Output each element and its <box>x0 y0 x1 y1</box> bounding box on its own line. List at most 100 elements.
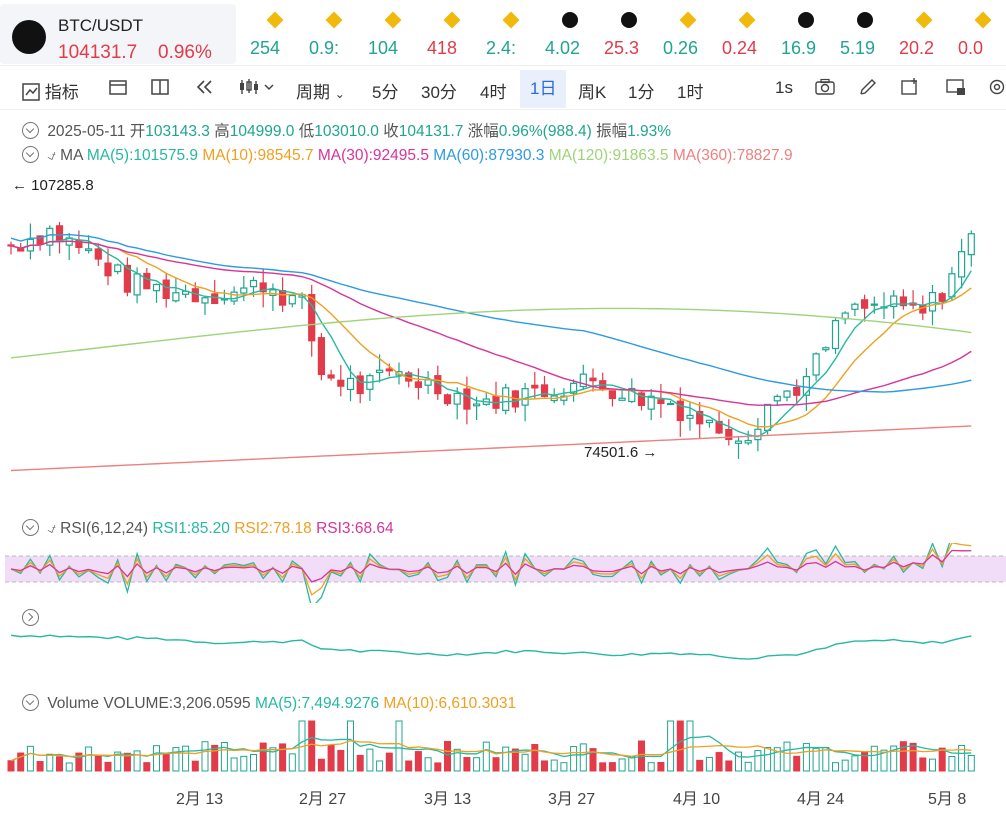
speed-label[interactable]: 1s <box>775 78 793 97</box>
ticker-item[interactable]: 104 <box>368 10 424 60</box>
interval-tab[interactable]: 周K <box>578 83 607 102</box>
interval-tab[interactable]: 5分 <box>372 83 399 102</box>
volume-bar <box>919 757 927 772</box>
volume-bar <box>735 751 742 772</box>
volume-bar <box>938 747 946 772</box>
volume-bar <box>191 760 199 772</box>
ticker-item[interactable]: 25.3 <box>604 10 660 60</box>
bell-icon[interactable]: ⍻ <box>47 147 56 164</box>
ticker-item[interactable]: 16.9 <box>781 10 837 60</box>
ticker-item[interactable]: 2.4: <box>486 10 542 60</box>
candle <box>201 295 209 315</box>
settings-icon[interactable] <box>988 78 1006 101</box>
ticker-item[interactable]: 5.19 <box>840 10 896 60</box>
rsi-chart[interactable] <box>0 543 1006 603</box>
interval-tab[interactable]: 1时 <box>677 83 704 102</box>
pair-symbol: BTC/USDT <box>58 16 143 35</box>
period-label: 周期 <box>296 83 330 102</box>
volume-bar <box>36 761 44 772</box>
indicator-line-chart[interactable] <box>0 625 1006 685</box>
candle <box>7 241 15 255</box>
volume-bar <box>434 762 442 772</box>
volume-bar <box>143 762 151 772</box>
candle <box>647 389 655 421</box>
volume-bar <box>201 741 209 772</box>
volume-bar <box>715 752 723 772</box>
candle <box>308 284 316 357</box>
interval-tab[interactable]: 4时 <box>480 83 507 102</box>
volume-bar <box>521 753 529 772</box>
interval-tab[interactable]: 30分 <box>421 83 457 102</box>
volume-legend: Volume VOLUME:3,206.0595 MA(5):7,494.927… <box>22 694 1006 713</box>
ma-values: MA(5):101575.9 MA(10):98545.7 MA(30):924… <box>87 147 793 164</box>
bell-icon[interactable]: ⍻ <box>47 520 56 537</box>
interval-tab[interactable]: 1日 <box>520 70 567 108</box>
split-view-icon[interactable] <box>150 78 170 101</box>
low-value: 103010.0 <box>314 123 379 140</box>
x-axis-label: 5月 8 <box>928 791 967 808</box>
volume-bar <box>851 755 859 772</box>
add-indicator-icon[interactable] <box>900 78 920 101</box>
high-marker: ← 107285.8 <box>12 177 94 194</box>
ma360-line <box>10 425 972 472</box>
candle <box>240 275 248 302</box>
chevron-down-icon[interactable] <box>22 519 39 536</box>
volume-bar <box>696 759 704 772</box>
ticker-value: 25.3 <box>604 38 640 58</box>
chevron-down-icon[interactable] <box>22 146 39 163</box>
candle <box>793 379 801 405</box>
chart-type-icon[interactable] <box>238 78 276 101</box>
chevron-down-icon[interactable] <box>22 122 39 139</box>
volume-bar <box>754 750 762 772</box>
bnb-icon <box>679 11 697 29</box>
volume-bar <box>385 752 393 772</box>
volume-chart[interactable] <box>0 713 1006 773</box>
period-dropdown[interactable]: 周期 ⌄ <box>296 78 345 103</box>
ticker-item[interactable]: 0.26 <box>663 10 719 60</box>
ticker-value: 20.2 <box>899 38 935 58</box>
volume-bar <box>560 762 568 772</box>
chart-line-icon <box>22 83 40 101</box>
close-label: 收 <box>383 123 399 140</box>
volume-bar <box>337 749 345 772</box>
candle <box>618 390 626 401</box>
ticker-item[interactable]: 0.9: <box>309 10 365 60</box>
ticker-value: 4.02 <box>545 38 581 58</box>
ohlc-date: 2025-05-11 <box>47 123 126 140</box>
replay-icon[interactable] <box>195 78 215 101</box>
indicators-button[interactable]: 指标 <box>22 78 79 103</box>
ma60-line <box>10 233 972 393</box>
collapsed-indicator <box>22 609 1006 628</box>
volume-ma5-line <box>10 735 972 762</box>
ticker-item[interactable]: 20.2 <box>899 10 955 60</box>
ticker-item[interactable]: 4.02 <box>545 10 601 60</box>
ticker-item[interactable]: 254 <box>250 10 306 60</box>
volume-bar <box>75 752 83 772</box>
volume-bar <box>395 720 403 772</box>
volume-bar <box>579 743 587 772</box>
fullscreen-icon[interactable] <box>945 78 967 101</box>
candle <box>579 364 587 391</box>
ticker-value: 2.4: <box>486 38 517 58</box>
chevron-right-icon[interactable] <box>22 609 39 626</box>
pen-icon[interactable] <box>858 78 878 101</box>
candle <box>531 371 539 399</box>
chevron-down-icon[interactable] <box>22 694 39 711</box>
ticker-item[interactable]: 418 <box>427 10 483 60</box>
volume-bar <box>686 720 694 772</box>
ticker-item[interactable]: 0.0 <box>958 10 1006 60</box>
high-value: 104999.0 <box>229 123 295 140</box>
ticker-value: 0.24 <box>722 38 758 58</box>
camera-icon[interactable] <box>815 78 835 101</box>
volume-bar <box>773 747 781 772</box>
pair-selector[interactable]: BTC/USDT 104131.7 0.96% <box>0 4 236 64</box>
ticker-item[interactable]: 0.24 <box>722 10 778 60</box>
candle <box>880 292 888 320</box>
candlestick-chart[interactable]: ← 107285.8 74501.6 → <box>0 170 1006 505</box>
layout-icon[interactable] <box>108 78 128 101</box>
candle <box>967 230 975 267</box>
interval-tab[interactable]: 1分 <box>628 83 655 102</box>
okx-icon <box>562 12 578 28</box>
volume-bar <box>890 745 898 772</box>
okx-icon <box>12 20 46 54</box>
